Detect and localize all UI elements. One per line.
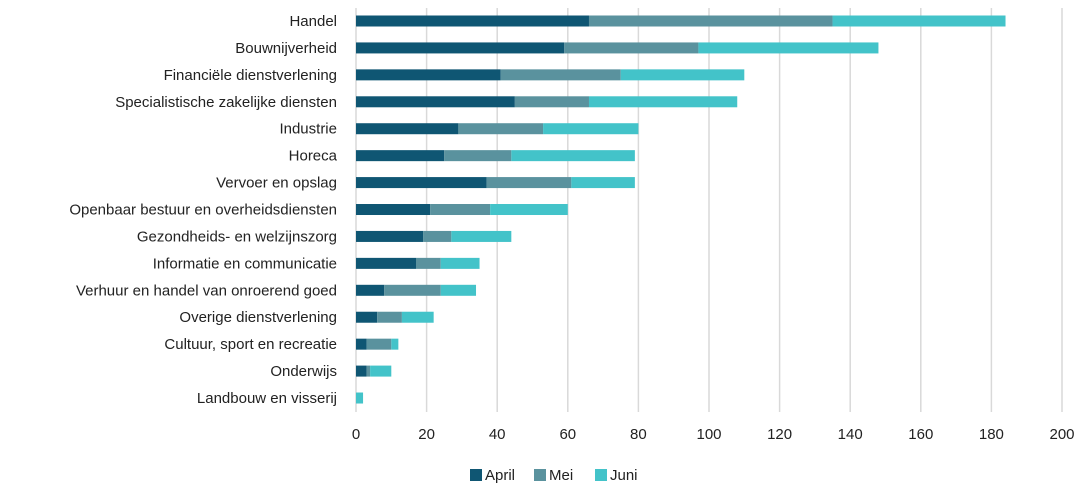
legend-label-mei: Mei bbox=[549, 467, 573, 484]
x-tick-label: 80 bbox=[630, 426, 647, 443]
category-label: Handel bbox=[289, 13, 337, 30]
bar-segment-juni bbox=[440, 257, 480, 269]
category-label: Horeca bbox=[289, 148, 338, 165]
bar-segment-juni bbox=[588, 96, 738, 108]
bar-segment-mei bbox=[564, 42, 699, 54]
bar-segment-april bbox=[356, 177, 487, 189]
bar-segment-juni bbox=[698, 42, 879, 54]
bar-segment-april bbox=[356, 42, 565, 54]
bar-segment-april bbox=[356, 96, 515, 108]
bar-segment-juni bbox=[370, 365, 392, 377]
x-tick-label: 120 bbox=[767, 426, 792, 443]
bar-segment-mei bbox=[366, 365, 371, 377]
bar-segment-mei bbox=[384, 284, 441, 296]
category-label: Verhuur en handel van onroerend goed bbox=[76, 282, 337, 299]
legend: April Mei Juni bbox=[470, 467, 638, 484]
bar-segment-mei bbox=[458, 123, 544, 135]
category-label: Openbaar bestuur en overheidsdiensten bbox=[69, 202, 337, 219]
bar-segment-april bbox=[356, 338, 367, 350]
bar-segment-mei bbox=[430, 204, 491, 216]
legend-label-april: April bbox=[485, 467, 515, 484]
category-label: Bouwnijverheid bbox=[235, 40, 337, 57]
x-tick-label: 60 bbox=[559, 426, 576, 443]
category-labels: Handel Bouwnijverheid Financiële dienstver… bbox=[69, 13, 337, 407]
bar-segment-juni bbox=[440, 284, 477, 296]
x-tick-label: 180 bbox=[979, 426, 1004, 443]
bar-segment-juni bbox=[543, 123, 639, 135]
legend-label-juni: Juni bbox=[610, 467, 638, 484]
x-tick-label: 0 bbox=[352, 426, 360, 443]
bar-segment-april bbox=[356, 204, 431, 216]
category-label: Landbouw en visserij bbox=[197, 390, 337, 407]
bar-segment-juni bbox=[511, 150, 635, 162]
category-label: Specialistische zakelijke diensten bbox=[115, 94, 337, 111]
bar-segment-april bbox=[356, 69, 501, 81]
bars bbox=[356, 15, 1006, 404]
x-tick-label: 140 bbox=[838, 426, 863, 443]
bar-segment-mei bbox=[588, 15, 833, 27]
category-label: Financiële dienstverlening bbox=[164, 67, 337, 84]
bar-segment-mei bbox=[514, 96, 589, 108]
bar-segment-april bbox=[356, 230, 424, 242]
legend-swatch-mei bbox=[534, 469, 546, 481]
bar-segment-mei bbox=[444, 150, 512, 162]
legend-swatch-juni bbox=[595, 469, 607, 481]
category-label: Overige dienstverlening bbox=[179, 309, 337, 326]
legend-swatch-april bbox=[470, 469, 482, 481]
bar-segment-april bbox=[356, 257, 417, 269]
x-tick-label: 20 bbox=[418, 426, 435, 443]
bar-segment-juni bbox=[832, 15, 1006, 27]
bar-segment-april bbox=[356, 123, 459, 135]
category-label: Vervoer en opslag bbox=[216, 175, 337, 192]
category-label: Onderwijs bbox=[270, 363, 337, 380]
bar-segment-juni bbox=[451, 230, 512, 242]
bar-segment-juni bbox=[620, 69, 745, 81]
bar-segment-mei bbox=[486, 177, 572, 189]
bar-segment-mei bbox=[423, 230, 452, 242]
category-label: Industrie bbox=[279, 121, 337, 138]
bar-segment-juni bbox=[401, 311, 434, 323]
x-tick-label: 160 bbox=[908, 426, 933, 443]
bar-segment-mei bbox=[500, 69, 621, 81]
category-label: Gezondheids- en welzijnszorg bbox=[137, 228, 337, 245]
category-label: Informatie en communicatie bbox=[153, 255, 337, 272]
bar-segment-april bbox=[356, 365, 367, 377]
category-label: Cultuur, sport en recreatie bbox=[164, 336, 337, 353]
bar-segment-juni bbox=[571, 177, 635, 189]
bar-segment-april bbox=[356, 15, 589, 27]
bar-segment-mei bbox=[377, 311, 402, 323]
bar-segment-april bbox=[356, 284, 385, 296]
x-axis-tick-labels: 0 20 40 60 80 100 120 140 160 180 200 bbox=[352, 426, 1075, 443]
x-tick-label: 100 bbox=[696, 426, 721, 443]
bar-segment-april bbox=[356, 311, 378, 323]
x-tick-label: 200 bbox=[1049, 426, 1074, 443]
bar-segment-april bbox=[356, 150, 445, 162]
bar-segment-mei bbox=[416, 257, 441, 269]
bar-segment-mei bbox=[366, 338, 392, 350]
bar-segment-juni bbox=[356, 392, 364, 404]
x-tick-label: 40 bbox=[489, 426, 506, 443]
bar-segment-juni bbox=[391, 338, 399, 350]
bar-segment-juni bbox=[490, 204, 568, 216]
